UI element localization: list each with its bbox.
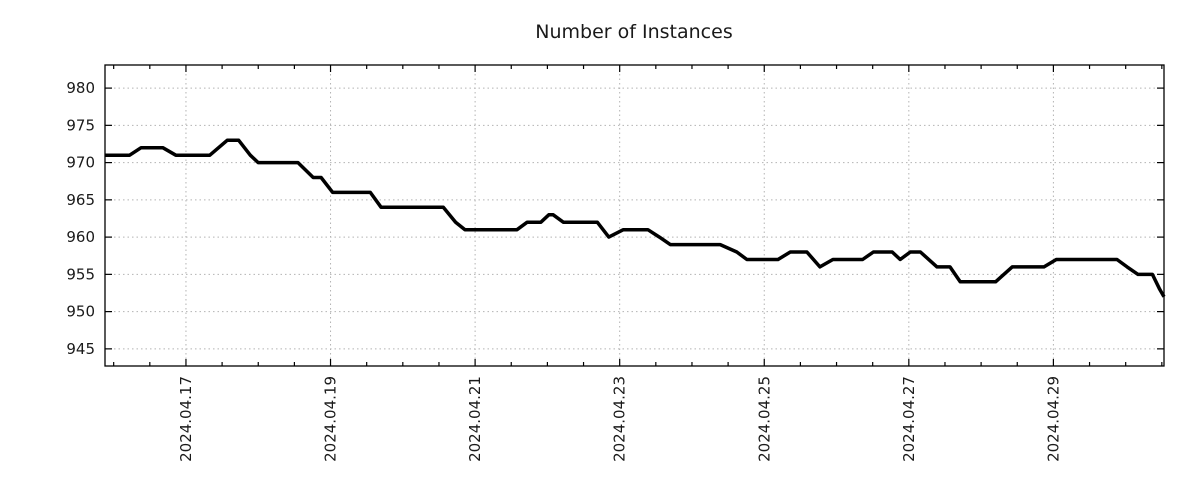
y-tick-label: 980: [66, 79, 95, 97]
y-tick-label: 955: [66, 265, 95, 283]
x-tick-label: 2024.04.25: [755, 376, 773, 462]
y-tick-label: 960: [66, 228, 95, 246]
axes-frame: [104, 64, 1165, 367]
y-tick-label: 950: [66, 303, 95, 321]
plot-area: 945 950 955 960 965 970 975 980 2024.04.17 2024.0…: [66, 64, 1166, 462]
x-tick-label: 2024.04.21: [466, 376, 484, 462]
y-tick-label: 965: [66, 191, 95, 209]
chart-title: Number of Instances: [535, 21, 732, 43]
x-tick-label: 2024.04.17: [177, 376, 195, 462]
y-tick-label: 975: [66, 116, 95, 134]
y-tick-label: 970: [66, 154, 95, 172]
y-tick-label: 945: [66, 340, 95, 358]
x-tick-label: 2024.04.29: [1044, 376, 1062, 462]
x-tick-label: 2024.04.23: [611, 376, 629, 462]
series-instances: [105, 138, 1166, 298]
x-tick-label: 2024.04.27: [900, 376, 918, 462]
x-tick-label: 2024.04.19: [322, 376, 340, 462]
